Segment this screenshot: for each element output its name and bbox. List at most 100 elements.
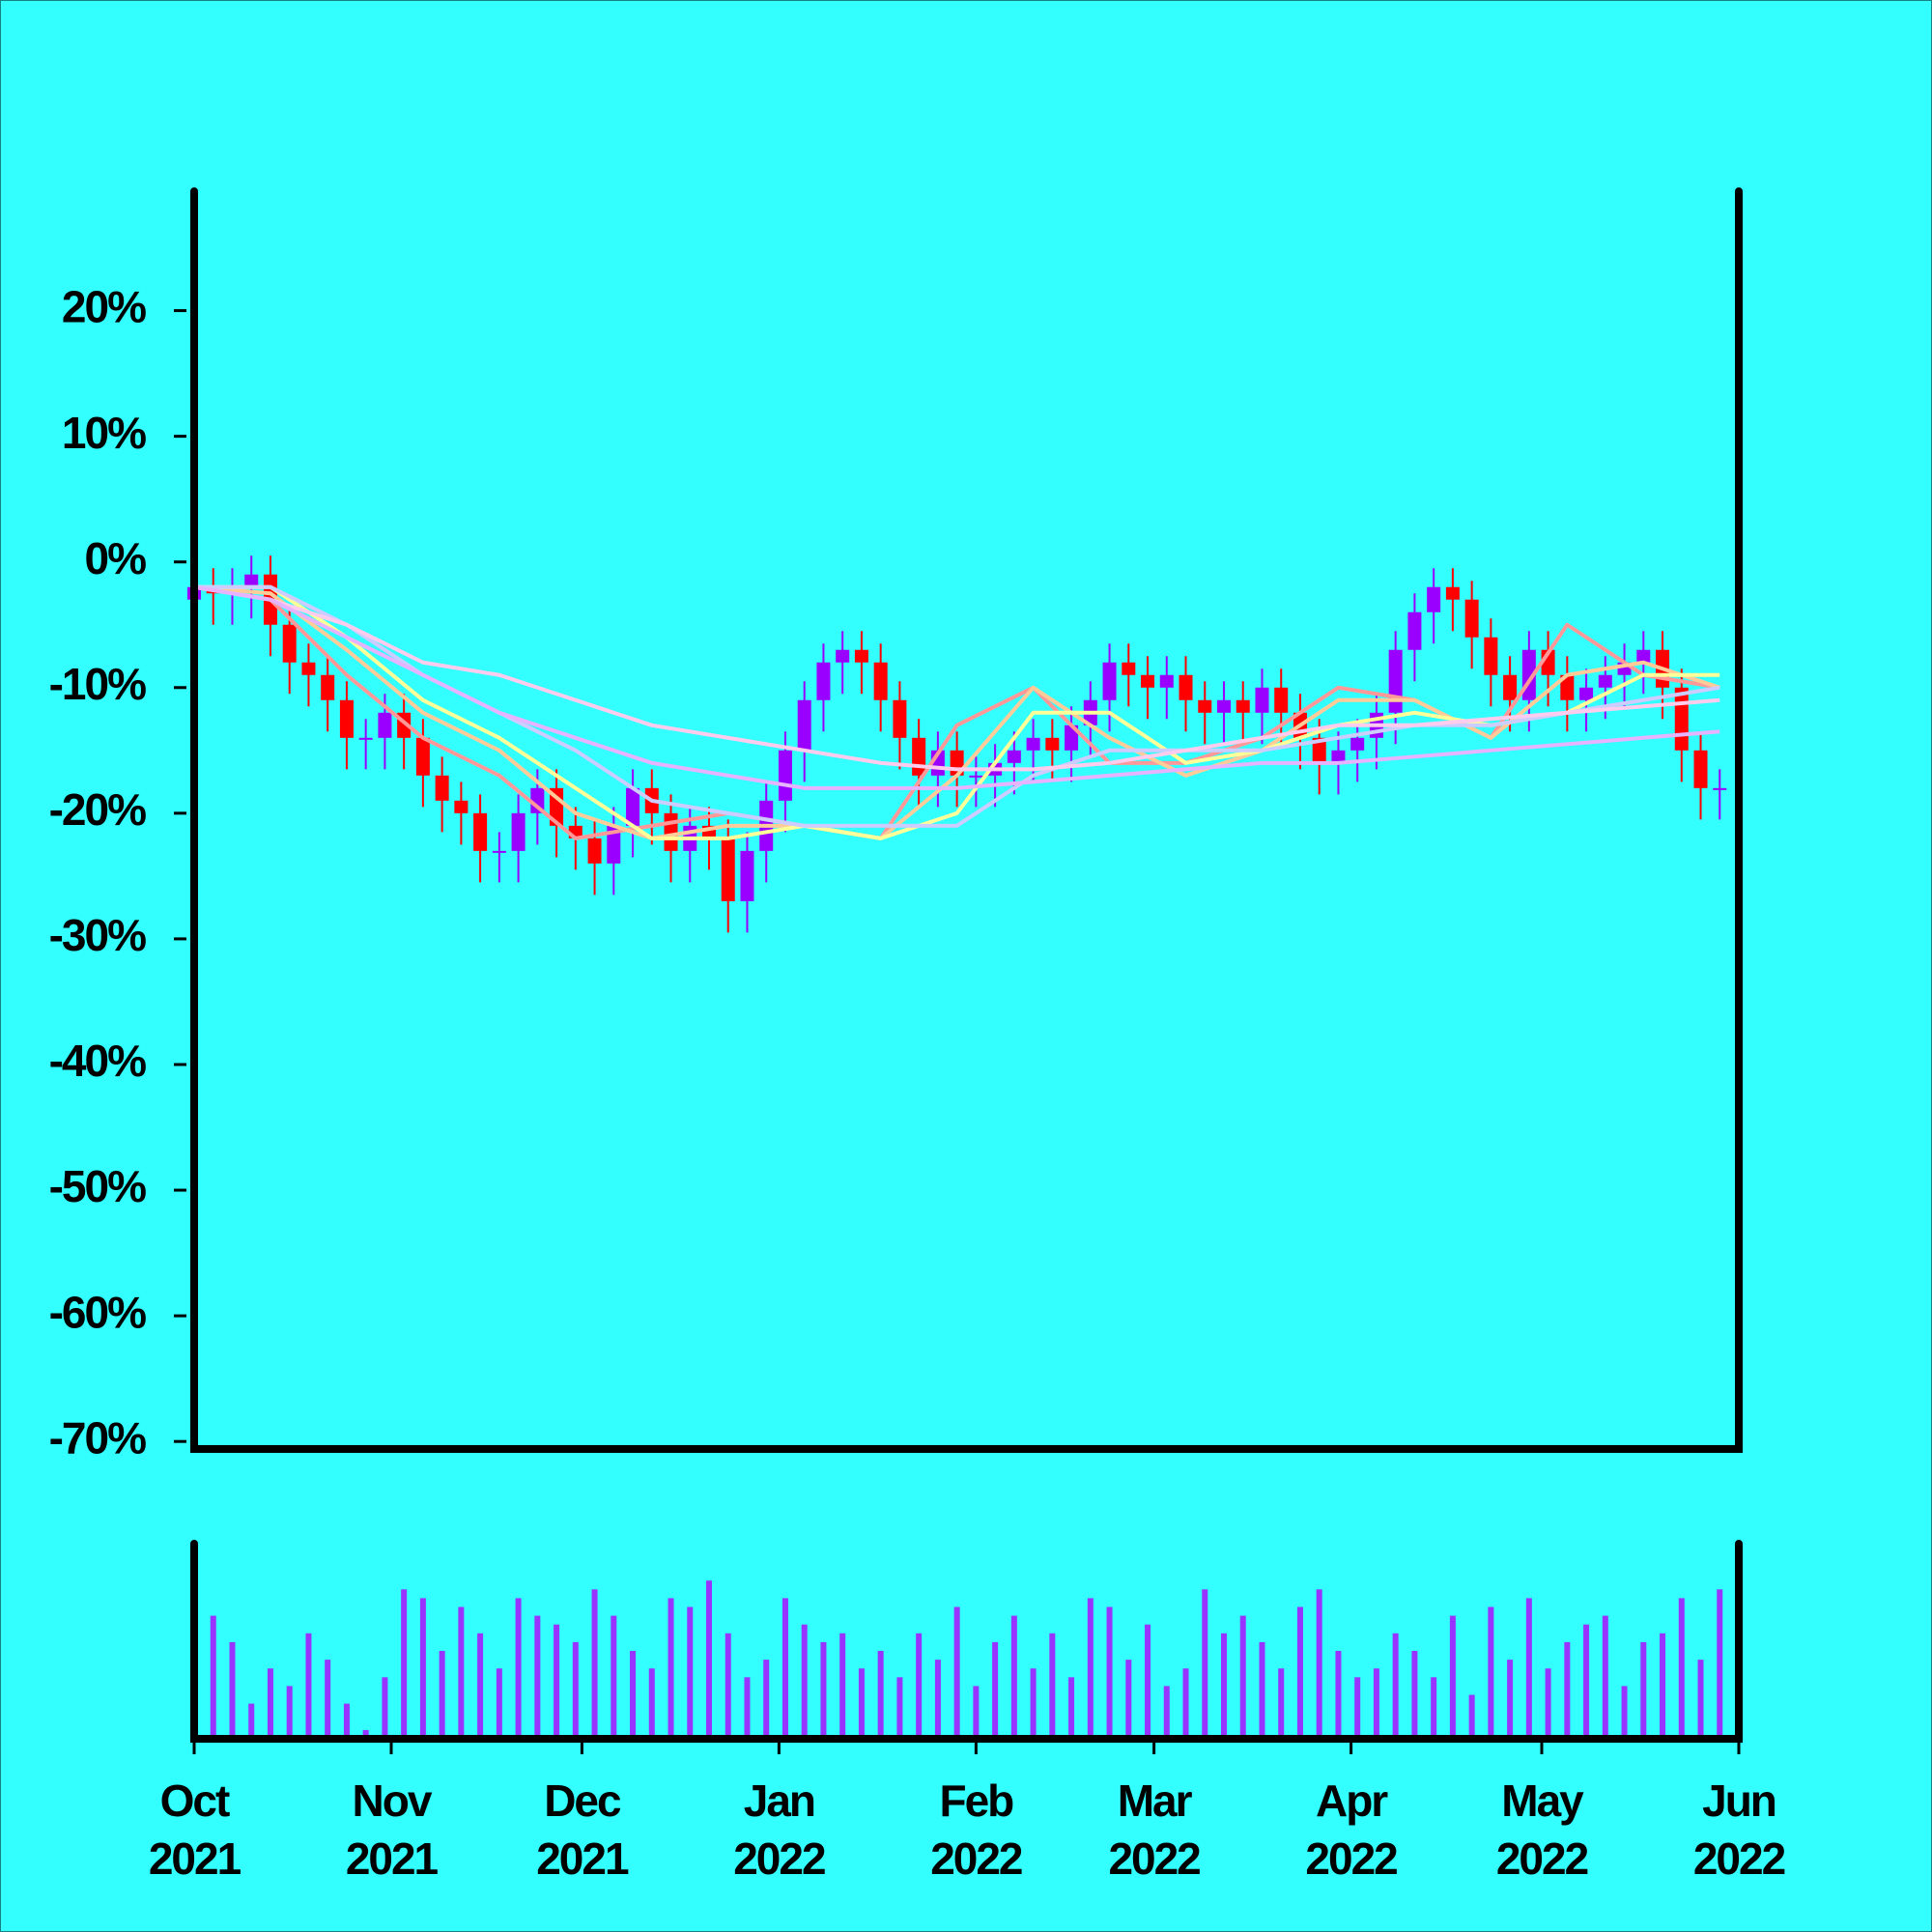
volume-bar <box>1068 1677 1075 1739</box>
moving-average-line <box>193 584 1720 790</box>
candle-body <box>454 800 469 813</box>
volume-bar <box>591 1589 598 1739</box>
candle-body <box>912 737 926 776</box>
volume-bar <box>687 1606 694 1739</box>
volume-bar <box>1678 1598 1685 1739</box>
volume-bar <box>1545 1668 1551 1739</box>
volume-bar <box>1392 1633 1399 1739</box>
volume-bar <box>1525 1598 1532 1739</box>
candle-body <box>511 812 526 851</box>
volume-bar <box>877 1651 884 1739</box>
candle-body <box>1388 649 1403 713</box>
x-tick-label: Feb 2022 <box>930 1776 1022 1884</box>
candle-body <box>626 787 640 826</box>
candle-body <box>1427 586 1441 612</box>
x-tick-label: Mar 2022 <box>1108 1776 1200 1884</box>
candle-body <box>1065 724 1079 751</box>
y-tick-label: 0% <box>85 533 147 583</box>
candle-body <box>1598 674 1612 688</box>
volume-bar <box>362 1729 369 1739</box>
volume-bar <box>858 1668 865 1739</box>
volume-bar <box>325 1660 331 1739</box>
x-tick-label: May 2022 <box>1496 1776 1588 1884</box>
volume-bar <box>210 1615 216 1739</box>
candle-body <box>1159 674 1174 688</box>
volume-bar <box>1621 1686 1628 1739</box>
candle-body <box>530 787 545 813</box>
volume-bar <box>706 1580 712 1739</box>
candle-body <box>1503 674 1518 700</box>
volume-bar <box>401 1589 408 1739</box>
volume-bar <box>419 1598 426 1739</box>
candle-body <box>550 787 564 826</box>
volume-bar <box>1583 1624 1590 1739</box>
candle-body <box>1236 699 1250 713</box>
candle-body <box>1464 599 1479 638</box>
candle-body <box>244 574 259 587</box>
volume-bar <box>1049 1633 1056 1739</box>
candle-body <box>1693 750 1708 788</box>
candle-body <box>1274 687 1289 713</box>
x-tick-label: Oct 2021 <box>149 1776 242 1884</box>
candle-body <box>854 649 868 663</box>
candle-body <box>358 737 373 740</box>
volume-bar <box>1697 1660 1704 1739</box>
candle-body <box>1102 662 1117 700</box>
candle-body <box>1026 737 1040 751</box>
plot-area <box>187 555 1727 1739</box>
volume-bar <box>305 1633 312 1739</box>
volume-bar <box>1202 1589 1208 1739</box>
volume-bar <box>572 1641 579 1739</box>
candle-body <box>1636 649 1651 663</box>
y-tick-label: -60% <box>49 1287 146 1337</box>
volume-bar <box>724 1633 731 1739</box>
volume-bar <box>1449 1615 1456 1739</box>
candle-body <box>1179 674 1193 700</box>
volume-bar <box>382 1677 388 1739</box>
volume-bar <box>1182 1668 1189 1739</box>
candle-body <box>836 649 850 663</box>
volume-bar <box>1278 1668 1285 1739</box>
candle-body <box>587 838 602 864</box>
volume-bar <box>1259 1641 1265 1739</box>
volume-bar <box>1411 1651 1418 1739</box>
candle-body <box>1122 662 1136 675</box>
candle-body <box>473 812 488 851</box>
volume-bar <box>781 1598 788 1739</box>
candle-body <box>607 825 621 864</box>
volume-bar <box>820 1641 827 1739</box>
candle-body <box>1713 787 1727 790</box>
volume-bar <box>648 1668 655 1739</box>
volume-bar <box>992 1641 999 1739</box>
volume-bar <box>668 1598 674 1739</box>
volume-bar <box>1239 1615 1246 1739</box>
volume-bar <box>554 1624 560 1739</box>
candle-body <box>740 850 754 901</box>
volume-bar <box>1163 1686 1170 1739</box>
volume-bar <box>1106 1606 1113 1739</box>
volume-bar <box>839 1633 846 1739</box>
volume-bar <box>934 1660 941 1739</box>
volume-bar <box>1468 1694 1475 1739</box>
candle-body <box>1331 750 1346 763</box>
volume-bar <box>1125 1660 1132 1739</box>
volume-bar <box>1087 1598 1094 1739</box>
candle-body <box>721 838 735 901</box>
candle-body <box>1674 687 1689 751</box>
volume-bar <box>953 1606 960 1739</box>
y-tick-label: 20% <box>62 282 146 332</box>
x-tick-label: Dec 2021 <box>536 1776 629 1884</box>
volume-bar <box>1564 1641 1571 1739</box>
y-tick-label: -40% <box>49 1036 146 1086</box>
candle-body <box>1217 699 1231 713</box>
volume-bar <box>1145 1624 1151 1739</box>
candle-body <box>1445 586 1460 600</box>
volume-bar <box>534 1615 541 1739</box>
candle-body <box>1560 674 1575 700</box>
candle-body <box>1407 611 1422 650</box>
candle-body <box>893 699 907 738</box>
volume-bar <box>744 1677 751 1739</box>
x-tick-label: Apr 2022 <box>1305 1776 1397 1884</box>
